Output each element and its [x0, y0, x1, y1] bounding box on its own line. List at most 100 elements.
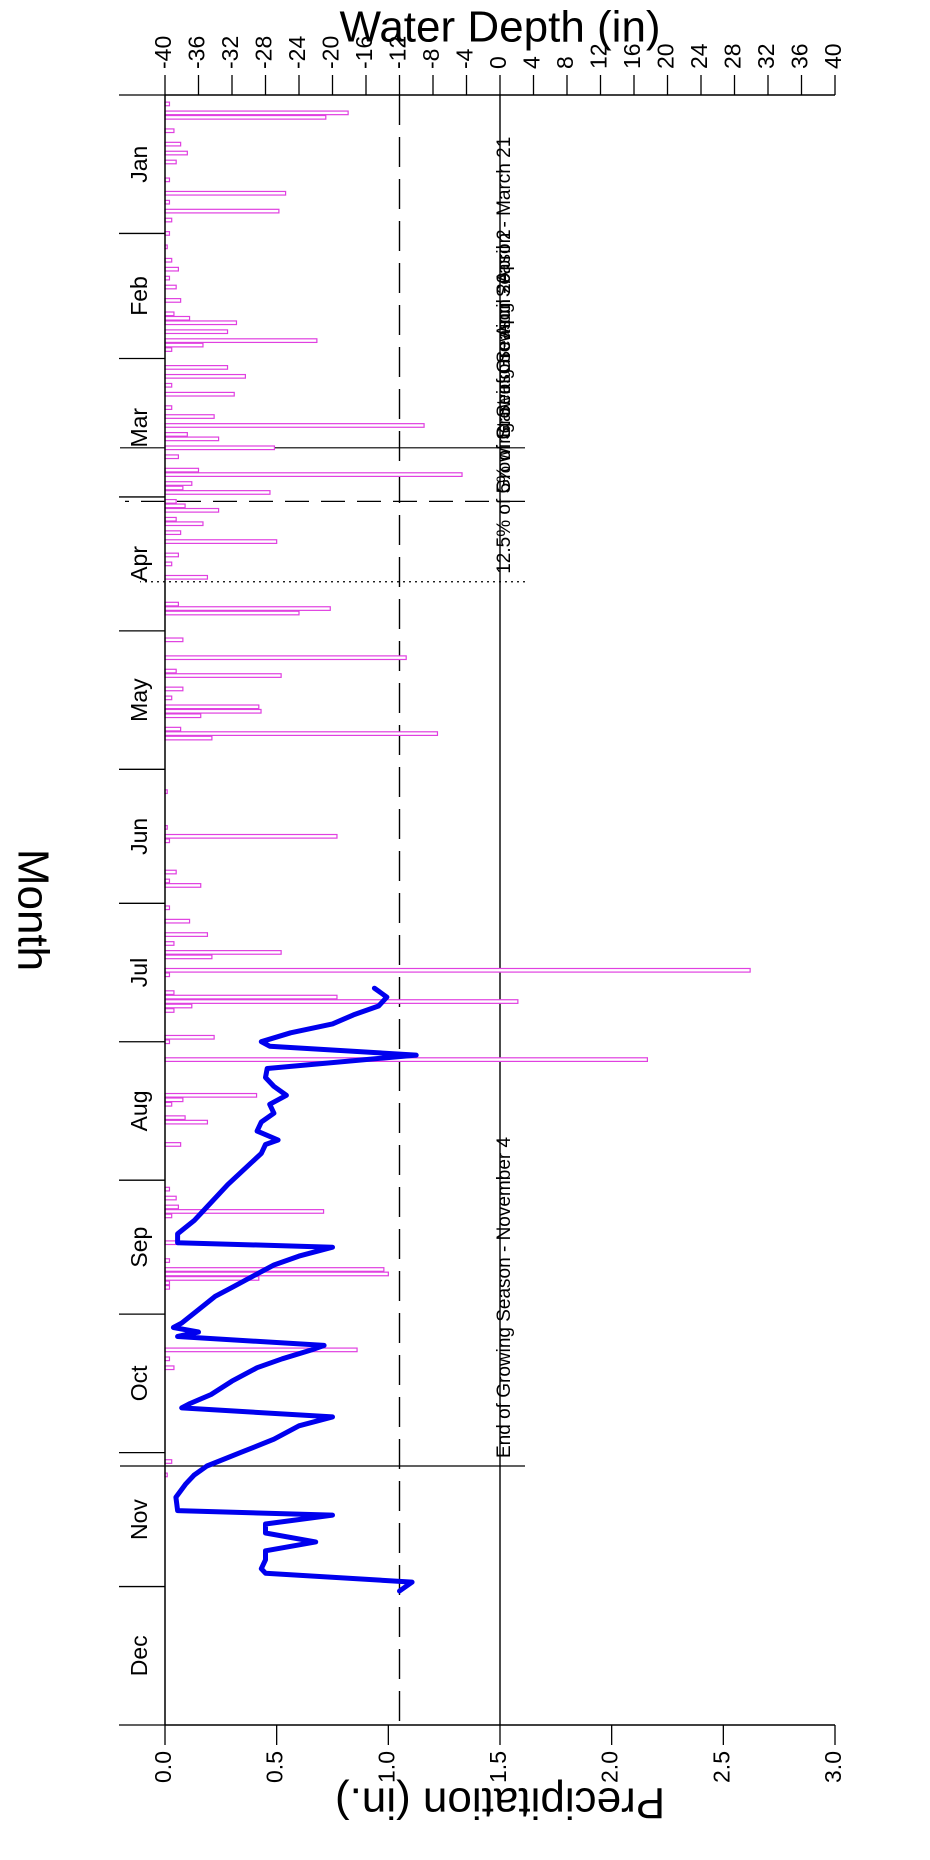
precip-bar-82 — [164, 990, 175, 996]
precip-bar-40 — [164, 485, 184, 491]
month-label-dec: Dec — [126, 1635, 152, 1676]
precip-bar-52 — [164, 601, 180, 607]
precip-bar-87 — [164, 1034, 215, 1040]
month-label-oct: Oct — [126, 1365, 152, 1401]
axes-layer: Jan Feb Mar Apr May Jun Jul Aug Sep Oct Nov Dec 40 36… — [8, 3, 846, 1828]
precip-bar-80 — [164, 967, 751, 973]
precip-bar-41 — [164, 490, 271, 495]
precip-bar-1 — [164, 110, 349, 116]
depth-tick-label-6: 16 — [619, 43, 645, 69]
depth-tick-label-11: -4 — [452, 48, 478, 69]
precip-bar-6 — [164, 159, 177, 165]
precip-bar-22 — [164, 329, 229, 335]
annotation-label-1: 5% of Growing Season - April 2 — [494, 229, 515, 493]
precip-bar-37 — [164, 467, 200, 473]
month-label-mar: Mar — [126, 408, 152, 448]
precip-bar-108 — [164, 1347, 358, 1353]
left-axis-title: Water Depth (in) — [339, 3, 660, 52]
precip-tick-label-6: 3.0 — [820, 1751, 846, 1783]
precip-bar-39 — [164, 481, 193, 486]
precip-bar-73 — [164, 883, 202, 888]
month-label-apr: Apr — [126, 546, 152, 582]
depth-tick-label-1: 36 — [787, 43, 813, 69]
precip-bar-92 — [164, 1101, 173, 1107]
precip-bar-15 — [164, 266, 180, 272]
month-label-sep: Sep — [126, 1227, 152, 1268]
depth-tick-label-18: -32 — [217, 36, 243, 69]
precip-bar-66 — [164, 735, 213, 741]
precip-bar-36 — [164, 454, 180, 460]
precip-bar-4 — [164, 141, 182, 147]
precip-bar-61 — [164, 704, 260, 710]
precip-bars-layer — [164, 101, 751, 1478]
precip-bar-48 — [164, 539, 278, 544]
precip-bar-78 — [164, 950, 282, 955]
depth-tick-label-19: -36 — [184, 36, 210, 69]
precip-bar-44 — [164, 507, 220, 513]
precip-bar-25 — [164, 347, 173, 352]
precip-tick-label-0: 0.0 — [150, 1751, 176, 1783]
depth-tick-label-20: -40 — [150, 36, 176, 69]
precip-bar-110 — [164, 1365, 175, 1371]
precip-bar-14 — [164, 257, 173, 263]
precip-bar-45 — [164, 516, 177, 522]
precip-bar-57 — [164, 668, 177, 674]
precip-bar-93 — [164, 1115, 186, 1121]
precip-bar-30 — [164, 405, 173, 411]
precip-bar-10 — [164, 208, 280, 214]
annotation-label-3: End of Growing Season - November 4 — [494, 1137, 515, 1458]
precip-bar-53 — [164, 606, 331, 611]
precip-bar-99 — [164, 1209, 325, 1214]
depth-tick-label-17: -28 — [251, 36, 277, 69]
precip-bar-62 — [164, 708, 262, 714]
precip-bar-75 — [164, 918, 191, 924]
depth-tick-label-13: -12 — [385, 36, 411, 69]
precip-bar-64 — [164, 726, 182, 732]
precip-bar-34 — [164, 436, 220, 442]
precip-bar-79 — [164, 954, 213, 960]
depth-tick-label-9: 4 — [519, 56, 545, 69]
month-label-nov: Nov — [126, 1499, 152, 1540]
precip-bar-42 — [164, 498, 177, 504]
precip-bar-58 — [164, 673, 282, 678]
depth-series-layer — [170, 985, 419, 1594]
precip-bar-98 — [164, 1204, 180, 1210]
month-label-jan: Jan — [126, 146, 152, 183]
precip-bar-2 — [164, 114, 327, 120]
precip-bar-11 — [164, 217, 173, 223]
depth-tick-label-15: -20 — [318, 36, 344, 69]
precip-bar-55 — [164, 637, 184, 643]
precip-bar-94 — [164, 1119, 209, 1125]
month-label-aug: Aug — [126, 1090, 152, 1131]
precip-bar-29 — [164, 391, 235, 397]
precip-bar-51 — [164, 574, 209, 580]
precip-bar-111 — [164, 1459, 173, 1464]
precip-bar-59 — [164, 686, 184, 692]
depth-series-line — [170, 985, 419, 1594]
depth-tick-label-7: 12 — [586, 43, 612, 69]
precip-bar-46 — [164, 521, 204, 527]
precip-bar-38 — [164, 472, 463, 477]
precip-bar-33 — [164, 431, 188, 437]
reference-lines-layer — [120, 95, 525, 1725]
precip-bar-84 — [164, 999, 519, 1004]
depth-tick-label-8: 8 — [552, 56, 578, 69]
depth-tick-label-0: 40 — [820, 43, 846, 69]
depth-tick-label-12: -8 — [418, 49, 444, 69]
right-axis-title: Precipitation (in.) — [335, 1778, 665, 1827]
precip-bar-32 — [164, 423, 425, 428]
depth-tick-label-4: 24 — [686, 43, 712, 69]
precip-bar-26 — [164, 365, 229, 370]
precip-bar-83 — [164, 994, 338, 1000]
precip-bar-76 — [164, 932, 209, 937]
precip-tick-label-1: 0.5 — [262, 1751, 288, 1783]
precip-bar-31 — [164, 414, 215, 419]
precip-bar-77 — [164, 941, 175, 946]
depth-tick-label-10: 0 — [485, 56, 511, 69]
precip-bar-21 — [164, 320, 238, 326]
precip-tick-label-4: 2.0 — [597, 1751, 623, 1783]
precip-bar-65 — [164, 731, 439, 737]
precip-bar-24 — [164, 342, 204, 348]
precip-bar-17 — [164, 284, 177, 290]
